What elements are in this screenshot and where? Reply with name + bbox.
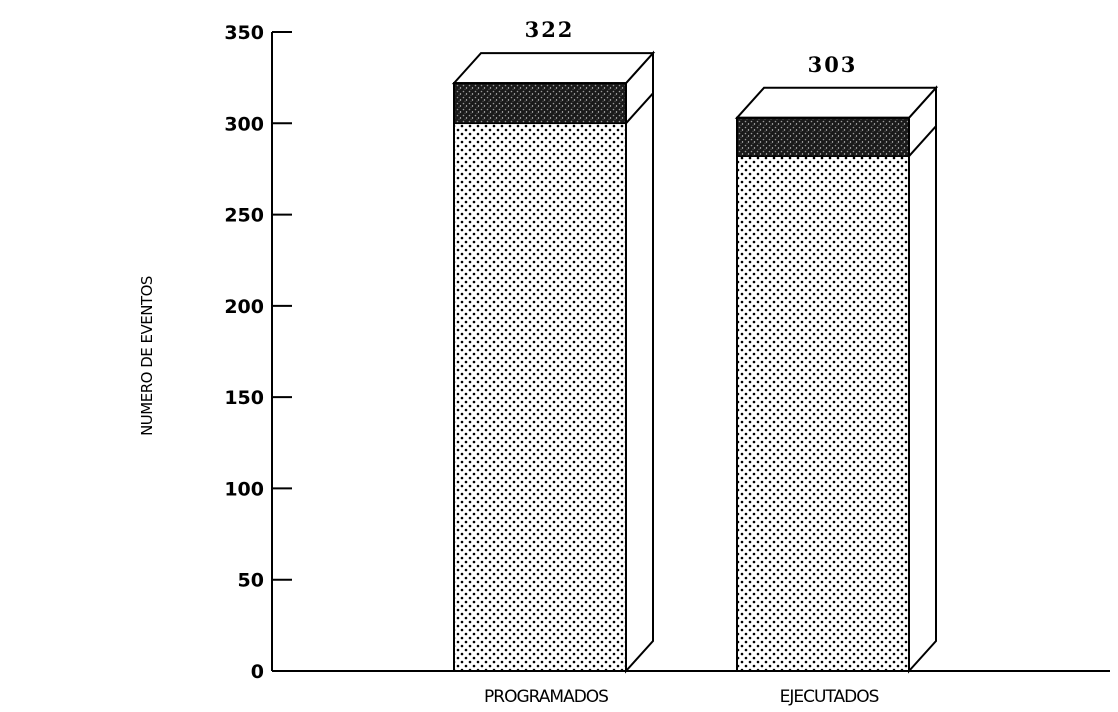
y-tick-label: 200 <box>224 296 264 318</box>
bar-segment-base <box>453 122 627 672</box>
y-tick-label: 100 <box>224 478 264 500</box>
bar-side-face <box>908 85 937 674</box>
y-tick-label: 250 <box>224 205 264 227</box>
bar-top-face <box>734 86 939 119</box>
bar-outline <box>453 82 627 673</box>
y-tick-label: 300 <box>224 113 264 135</box>
bar-segment-top <box>453 82 627 125</box>
x-category-label: EJECUTADOS <box>780 687 879 707</box>
y-axis-ticks: 0 50 100 150 200 250 300 350 <box>224 22 292 683</box>
data-label-total: 303 <box>808 52 858 77</box>
y-tick-label: 50 <box>238 570 264 592</box>
bar-side-face <box>625 50 654 674</box>
bar-outline <box>736 116 910 672</box>
y-axis-label: NUMERO DE EVENTOS <box>138 276 156 436</box>
data-label-total: 322 <box>525 17 575 42</box>
bars: 322 PROGRAMADOS 303 EJECUTADOS <box>451 17 939 707</box>
bar-group-programados: 322 PROGRAMADOS <box>451 17 656 707</box>
y-tick-label: 0 <box>251 661 264 683</box>
y-tick-label: 350 <box>224 22 264 44</box>
bar-side-divider <box>625 92 654 124</box>
y-tick-label: 150 <box>224 387 264 409</box>
bar-top-face <box>451 52 656 85</box>
bar-segment-top <box>736 117 910 157</box>
bar-segment-base <box>736 155 910 672</box>
bar-side-divider <box>908 125 937 157</box>
x-category-label: PROGRAMADOS <box>484 687 608 707</box>
bar-group-ejecutados: 303 EJECUTADOS <box>734 52 939 707</box>
